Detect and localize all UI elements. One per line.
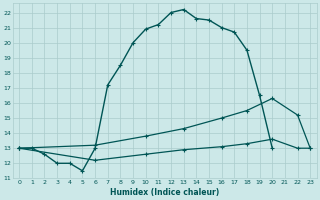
X-axis label: Humidex (Indice chaleur): Humidex (Indice chaleur) <box>110 188 219 197</box>
